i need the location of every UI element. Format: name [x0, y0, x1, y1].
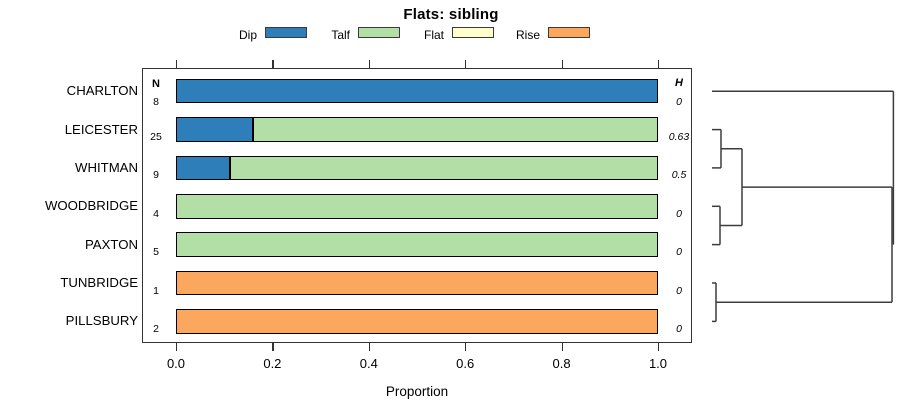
- chart-title: Flats: sibling: [403, 6, 499, 23]
- x-axis-tick: [368, 343, 370, 351]
- plot-box: [142, 68, 692, 343]
- n-column-header: N: [152, 78, 160, 90]
- legend-swatch-dip: [265, 27, 307, 38]
- row-label-tunbridge: TUNBRIDGE: [60, 275, 138, 290]
- h-value-pillsbury: 0: [676, 322, 682, 335]
- n-value-pillsbury: 2: [153, 322, 159, 335]
- bar-segment-pillsbury-rise: [176, 309, 658, 334]
- h-value-whitman: 0.5: [671, 169, 687, 182]
- bar-segment-tunbridge-rise: [176, 270, 658, 296]
- legend-swatch-rise: [548, 27, 590, 38]
- legend-swatch-flat: [452, 27, 494, 38]
- n-value-tunbridge: 1: [153, 284, 159, 297]
- legend-label-flat: Flat: [423, 27, 444, 42]
- x-tick-label: 0.4: [359, 356, 378, 371]
- bar-segment-leicester-talf: [253, 117, 658, 142]
- row-label-paxton: PAXTON: [84, 236, 138, 252]
- x-axis-title: Proportion: [385, 384, 449, 399]
- h-value-leicester: 0.63: [668, 131, 690, 144]
- x-tick-label: 1.0: [648, 356, 668, 371]
- bar-segment-leicester-dip: [176, 117, 254, 142]
- x-axis-top-tick: [561, 60, 563, 68]
- n-value-whitman: 9: [153, 169, 159, 182]
- row-label-woodbridge: WOODBRIDGE: [44, 198, 138, 214]
- h-column-header: H: [675, 77, 683, 89]
- row-label-pillsbury: PILLSBURY: [65, 313, 138, 329]
- h-value-charlton: 0: [676, 95, 682, 108]
- row-label-whitman: WHITMAN: [75, 159, 138, 175]
- x-axis-tick: [561, 343, 563, 351]
- x-axis-top-tick: [272, 60, 274, 68]
- row-label-leicester: LEICESTER: [64, 121, 138, 137]
- x-tick-label: 0.6: [456, 356, 475, 371]
- legend-label-rise: Rise: [515, 27, 540, 42]
- h-value-tunbridge: 0: [676, 284, 682, 297]
- n-value-leicester: 25: [150, 131, 162, 144]
- x-axis-top-tick: [368, 60, 370, 68]
- x-tick-label: 0.8: [552, 356, 571, 371]
- x-axis-tick: [272, 343, 274, 351]
- x-axis-tick: [465, 343, 467, 351]
- bar-segment-paxton-talf: [176, 232, 658, 257]
- bar-segment-charlton-dip: [176, 78, 658, 104]
- bar-segment-whitman-talf: [229, 155, 658, 181]
- x-axis-top-tick: [176, 60, 178, 68]
- legend-label-dip: Dip: [238, 27, 257, 42]
- x-tick-label: 0.2: [263, 356, 282, 371]
- x-axis-top-tick: [465, 60, 467, 68]
- bar-segment-whitman-dip: [176, 155, 230, 181]
- row-label-charlton: CHARLTON: [66, 83, 138, 99]
- x-axis-top-tick: [658, 60, 660, 68]
- bar-segment-woodbridge-talf: [176, 194, 658, 219]
- n-value-charlton: 8: [153, 95, 159, 108]
- n-value-paxton: 5: [153, 246, 159, 259]
- legend-label-talf: Talf: [331, 27, 350, 42]
- h-value-woodbridge: 0: [676, 207, 682, 220]
- x-axis-tick: [658, 343, 660, 351]
- legend-swatch-talf: [358, 27, 400, 38]
- h-value-paxton: 0: [676, 246, 682, 259]
- x-axis-tick: [176, 343, 178, 351]
- n-value-woodbridge: 4: [153, 207, 159, 220]
- x-tick-label: 0.0: [166, 356, 186, 371]
